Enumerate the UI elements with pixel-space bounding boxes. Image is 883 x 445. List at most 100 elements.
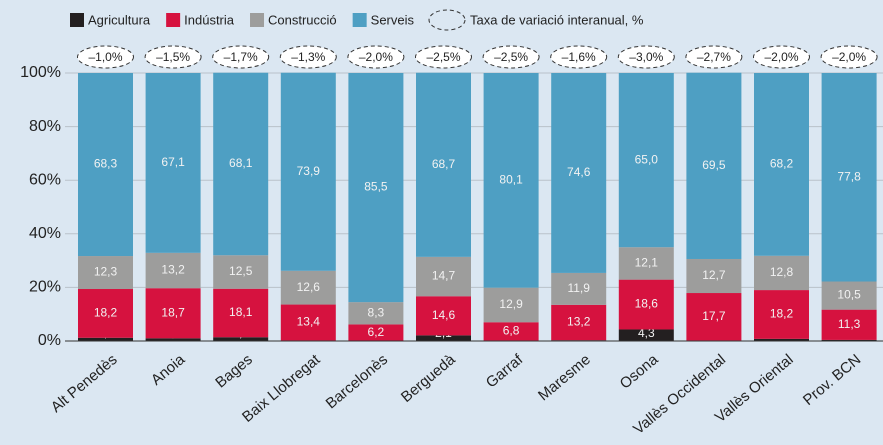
value-label: 12,7 [702, 268, 726, 282]
bar-segment [416, 256, 471, 297]
rate-badge [144, 45, 202, 69]
value-label: 11,3 [838, 317, 861, 331]
bar-segment [348, 324, 404, 341]
bar-segment [145, 73, 201, 253]
legend-swatch [250, 13, 265, 27]
bar-segment [618, 279, 674, 330]
bar-segment [280, 304, 336, 341]
value-label: 65,0 [635, 152, 659, 166]
bar-segment [213, 337, 269, 341]
value-label: 11,9 [567, 281, 590, 295]
x-tick-label: Prov. BCN [800, 351, 864, 409]
bar-segment [213, 255, 269, 289]
bar-segment [483, 73, 539, 288]
value-label: 6,8 [503, 324, 520, 338]
value-label: 4,3 [638, 326, 655, 340]
y-tick-label: 0% [38, 332, 61, 349]
value-label: 68,2 [770, 157, 794, 171]
legend-swatch [166, 13, 181, 27]
bar-segment [483, 287, 539, 323]
rate-label: –1,3% [291, 50, 325, 64]
bar-segment [551, 304, 607, 341]
rate-label: –1,6% [562, 50, 596, 64]
bar-segment [483, 322, 539, 341]
value-label: 13,4 [297, 315, 321, 329]
rate-badge [753, 45, 810, 69]
y-tick-label: 80% [29, 118, 61, 135]
y-tick-label: 20% [29, 279, 61, 296]
bar-segment [348, 73, 404, 303]
x-tick-label: Anoia [148, 351, 189, 389]
rate-badge [279, 45, 337, 69]
value-label: 69,5 [702, 158, 726, 172]
bar-segment [78, 73, 133, 257]
rate-label: –2,0% [764, 50, 798, 64]
rate-badge [347, 45, 405, 69]
legend-label: Indústria [184, 12, 235, 27]
legend-swatch [70, 13, 84, 27]
value-label: 12,9 [499, 297, 523, 311]
bar-segment [754, 73, 809, 256]
bar-segment [280, 72, 336, 271]
bar-segment [754, 338, 809, 341]
rate-badge [482, 45, 540, 69]
legend-label: Agricultura [88, 12, 151, 27]
bar-segment [686, 258, 742, 294]
x-tick-label: Barcelonès [323, 351, 391, 412]
bar-segment [618, 247, 674, 280]
value-label: 13,2 [567, 315, 591, 329]
x-tick-label: Osona [617, 351, 662, 393]
rate-label: –3,0% [629, 50, 663, 64]
rate-badge [550, 45, 608, 69]
rate-label: –2,5% [426, 50, 460, 64]
rate-label: –1,7% [224, 50, 258, 64]
rate-label: –1,5% [156, 50, 190, 64]
value-label: 18,1 [229, 305, 253, 319]
bar-segment [416, 335, 471, 341]
bar-segment [78, 289, 133, 338]
legend-swatch [352, 13, 367, 27]
x-tick-label: Berguedà [398, 351, 459, 406]
bar-segment [686, 293, 742, 341]
value-label: 12,1 [635, 256, 659, 270]
value-label: 68,3 [94, 157, 118, 171]
bar-segment [754, 255, 809, 291]
bar-segment [551, 272, 607, 305]
value-label: 74,6 [567, 165, 591, 179]
value-label: 17,7 [702, 309, 726, 323]
rate-badge [685, 45, 743, 69]
bar-segment [618, 73, 674, 248]
bar-segment [821, 73, 877, 282]
value-label: 10,5 [837, 288, 861, 302]
bar-segment [145, 288, 201, 339]
bar-segment [821, 281, 877, 310]
value-label: 18,2 [94, 306, 118, 320]
x-tick-label: Maresme [535, 351, 594, 404]
value-label: 12,5 [229, 264, 253, 278]
y-tick-label: 40% [29, 225, 61, 242]
x-tick-label: Alt Penedès [48, 351, 121, 416]
value-label: 68,7 [432, 157, 456, 171]
bar-segment [416, 72, 471, 257]
value-label: 12,6 [297, 280, 321, 294]
value-label: 68,1 [229, 156, 253, 170]
bar-segment [821, 309, 877, 340]
rate-label: –2,7% [697, 50, 731, 64]
legend-label: Construcció [268, 12, 337, 27]
rate-badge [617, 45, 675, 69]
value-label: 18,7 [161, 305, 185, 319]
bar-segment [145, 338, 201, 341]
bar-segment [280, 270, 336, 305]
bar-segment [78, 337, 133, 341]
y-tick-label: 60% [29, 171, 61, 188]
bar-segment [754, 290, 809, 339]
value-label: 77,8 [837, 169, 861, 183]
bar-segment [145, 252, 201, 289]
value-label: 73,9 [297, 164, 321, 178]
value-label: 18,6 [635, 297, 659, 311]
rate-badge [415, 45, 472, 69]
bar-segment [416, 296, 471, 336]
rate-label: –1,0% [88, 50, 122, 64]
legend-label: Taxa de variació interanual, % [470, 12, 644, 27]
